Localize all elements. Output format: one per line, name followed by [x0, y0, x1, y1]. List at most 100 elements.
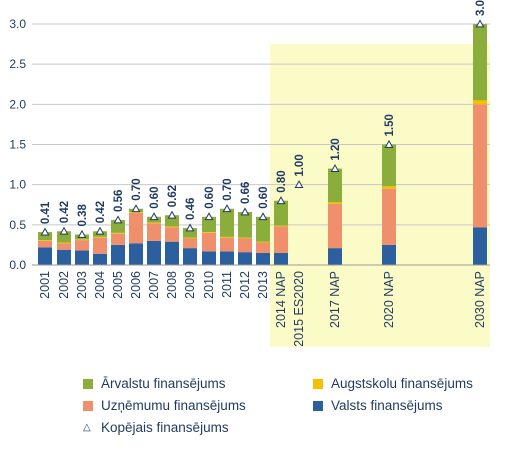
- bar-segment: [473, 227, 487, 265]
- x-tick-label: 2004: [93, 271, 107, 299]
- total-value-label: 3.00: [475, 0, 487, 16]
- total-marker: [59, 226, 69, 235]
- bar-segment: [75, 250, 89, 265]
- total-value-label: 1.20: [330, 138, 342, 160]
- legend-label-foreign: Ārvalstu finansējums: [101, 376, 226, 391]
- bar-segment: [202, 232, 216, 252]
- total-value-label: 0.60: [149, 186, 161, 208]
- legend: Ārvalstu finansējums Augstskolu finansēj…: [0, 370, 523, 440]
- legend-swatch-business: [83, 400, 93, 411]
- y-tick-label: 0.0: [9, 258, 26, 272]
- x-tick-label: 2030 NAP: [473, 271, 487, 328]
- bar-segment: [183, 248, 197, 265]
- total-value-label: 0.46: [185, 198, 197, 220]
- bar-segment: [238, 237, 252, 239]
- total-marker: [384, 139, 394, 148]
- bar-segment: [202, 232, 216, 233]
- bar-segment: [93, 253, 107, 265]
- bar-segment: [147, 240, 161, 265]
- bar-segment: [57, 249, 71, 265]
- total-value-label: 0.41: [40, 201, 52, 224]
- bar-segment: [165, 226, 179, 228]
- y-tick-label: 3.0: [9, 17, 26, 31]
- bar-segment: [57, 242, 71, 244]
- x-tick-label: 2003: [75, 271, 89, 299]
- bar-segment: [328, 203, 342, 249]
- legend-swatch-foreign: [83, 378, 93, 389]
- x-tick-label: 2009: [183, 271, 197, 299]
- bar-segment: [328, 168, 342, 203]
- bar-segment: [220, 236, 234, 238]
- x-tick-label: 2007: [147, 271, 161, 299]
- bar-segment: [57, 243, 71, 250]
- bar-segment: [75, 240, 89, 251]
- bar-segment: [129, 211, 143, 213]
- total-marker: [330, 163, 340, 172]
- bar-segment: [165, 215, 179, 227]
- bar-segment: [38, 232, 52, 241]
- bar-segment: [202, 251, 216, 265]
- legend-label-state: Valsts finansējums: [331, 398, 443, 413]
- bar-segment: [165, 227, 179, 242]
- bar-segment: [238, 238, 252, 253]
- legend-item-total: △ Kopējais finansējums: [83, 420, 229, 435]
- bar-segment: [328, 202, 342, 204]
- x-tick-label: 2006: [129, 271, 143, 299]
- total-marker: [95, 226, 105, 235]
- legend-swatch-state: [313, 400, 323, 411]
- bar-segment: [183, 228, 197, 238]
- x-tick-label: 2012: [238, 271, 252, 299]
- bar-segment: [274, 226, 288, 253]
- total-value-label: 0.62: [167, 185, 179, 207]
- x-tick-label: 2001: [38, 271, 52, 299]
- bar-segment: [256, 242, 270, 253]
- total-value-label: 0.80: [276, 170, 288, 192]
- bar-segment: [165, 241, 179, 265]
- total-marker: [167, 210, 177, 219]
- y-tick-label: 1.5: [9, 138, 26, 152]
- bar-segment: [202, 216, 216, 233]
- bar-segment: [38, 240, 52, 241]
- bar-segment: [220, 251, 234, 265]
- x-tick-label: 2008: [165, 271, 179, 299]
- legend-item-university: Augstskolu finansējums: [313, 376, 473, 391]
- total-marker: [149, 212, 159, 221]
- total-value-label: 0.42: [95, 201, 107, 223]
- bar-segment: [382, 144, 396, 187]
- legend-item-state: Valsts finansējums: [313, 398, 443, 413]
- forecast-highlight: [270, 44, 490, 347]
- x-tick-label: 2011: [220, 271, 234, 298]
- total-marker: [77, 229, 87, 238]
- total-marker: [222, 204, 232, 213]
- bar-segment: [382, 244, 396, 265]
- bar-segment: [93, 237, 107, 254]
- total-value-label: 1.00: [294, 154, 306, 176]
- total-value-label: 1.50: [384, 114, 396, 136]
- total-value-label: 0.66: [240, 182, 252, 204]
- bar-segment: [75, 239, 89, 241]
- x-tick-label: 2013: [256, 271, 270, 299]
- bar-segment: [129, 212, 143, 244]
- bar-segment: [111, 233, 125, 245]
- bar-segment: [111, 244, 125, 265]
- legend-item-foreign: Ārvalstu finansējums: [83, 376, 226, 391]
- bar-segment: [473, 24, 487, 101]
- bar-segment: [382, 188, 396, 245]
- total-value-label: 0.60: [204, 186, 216, 208]
- total-marker: [475, 19, 485, 28]
- total-value-label: 0.70: [131, 178, 143, 200]
- bar-segment: [328, 248, 342, 265]
- bar-segment: [38, 240, 52, 248]
- bar-segment: [220, 208, 234, 237]
- legend-label-business: Uzņēmumu finansējums: [101, 398, 246, 413]
- bar-segment: [147, 223, 161, 241]
- bar-segment: [256, 216, 270, 242]
- total-marker: [113, 215, 123, 224]
- total-marker: [258, 212, 268, 221]
- total-marker: [40, 227, 50, 236]
- total-value-label: 0.42: [59, 201, 71, 223]
- y-tick-label: 0.5: [9, 218, 26, 232]
- y-tick-label: 2.5: [9, 57, 26, 71]
- total-marker: [240, 207, 250, 216]
- bar-segment: [238, 211, 252, 238]
